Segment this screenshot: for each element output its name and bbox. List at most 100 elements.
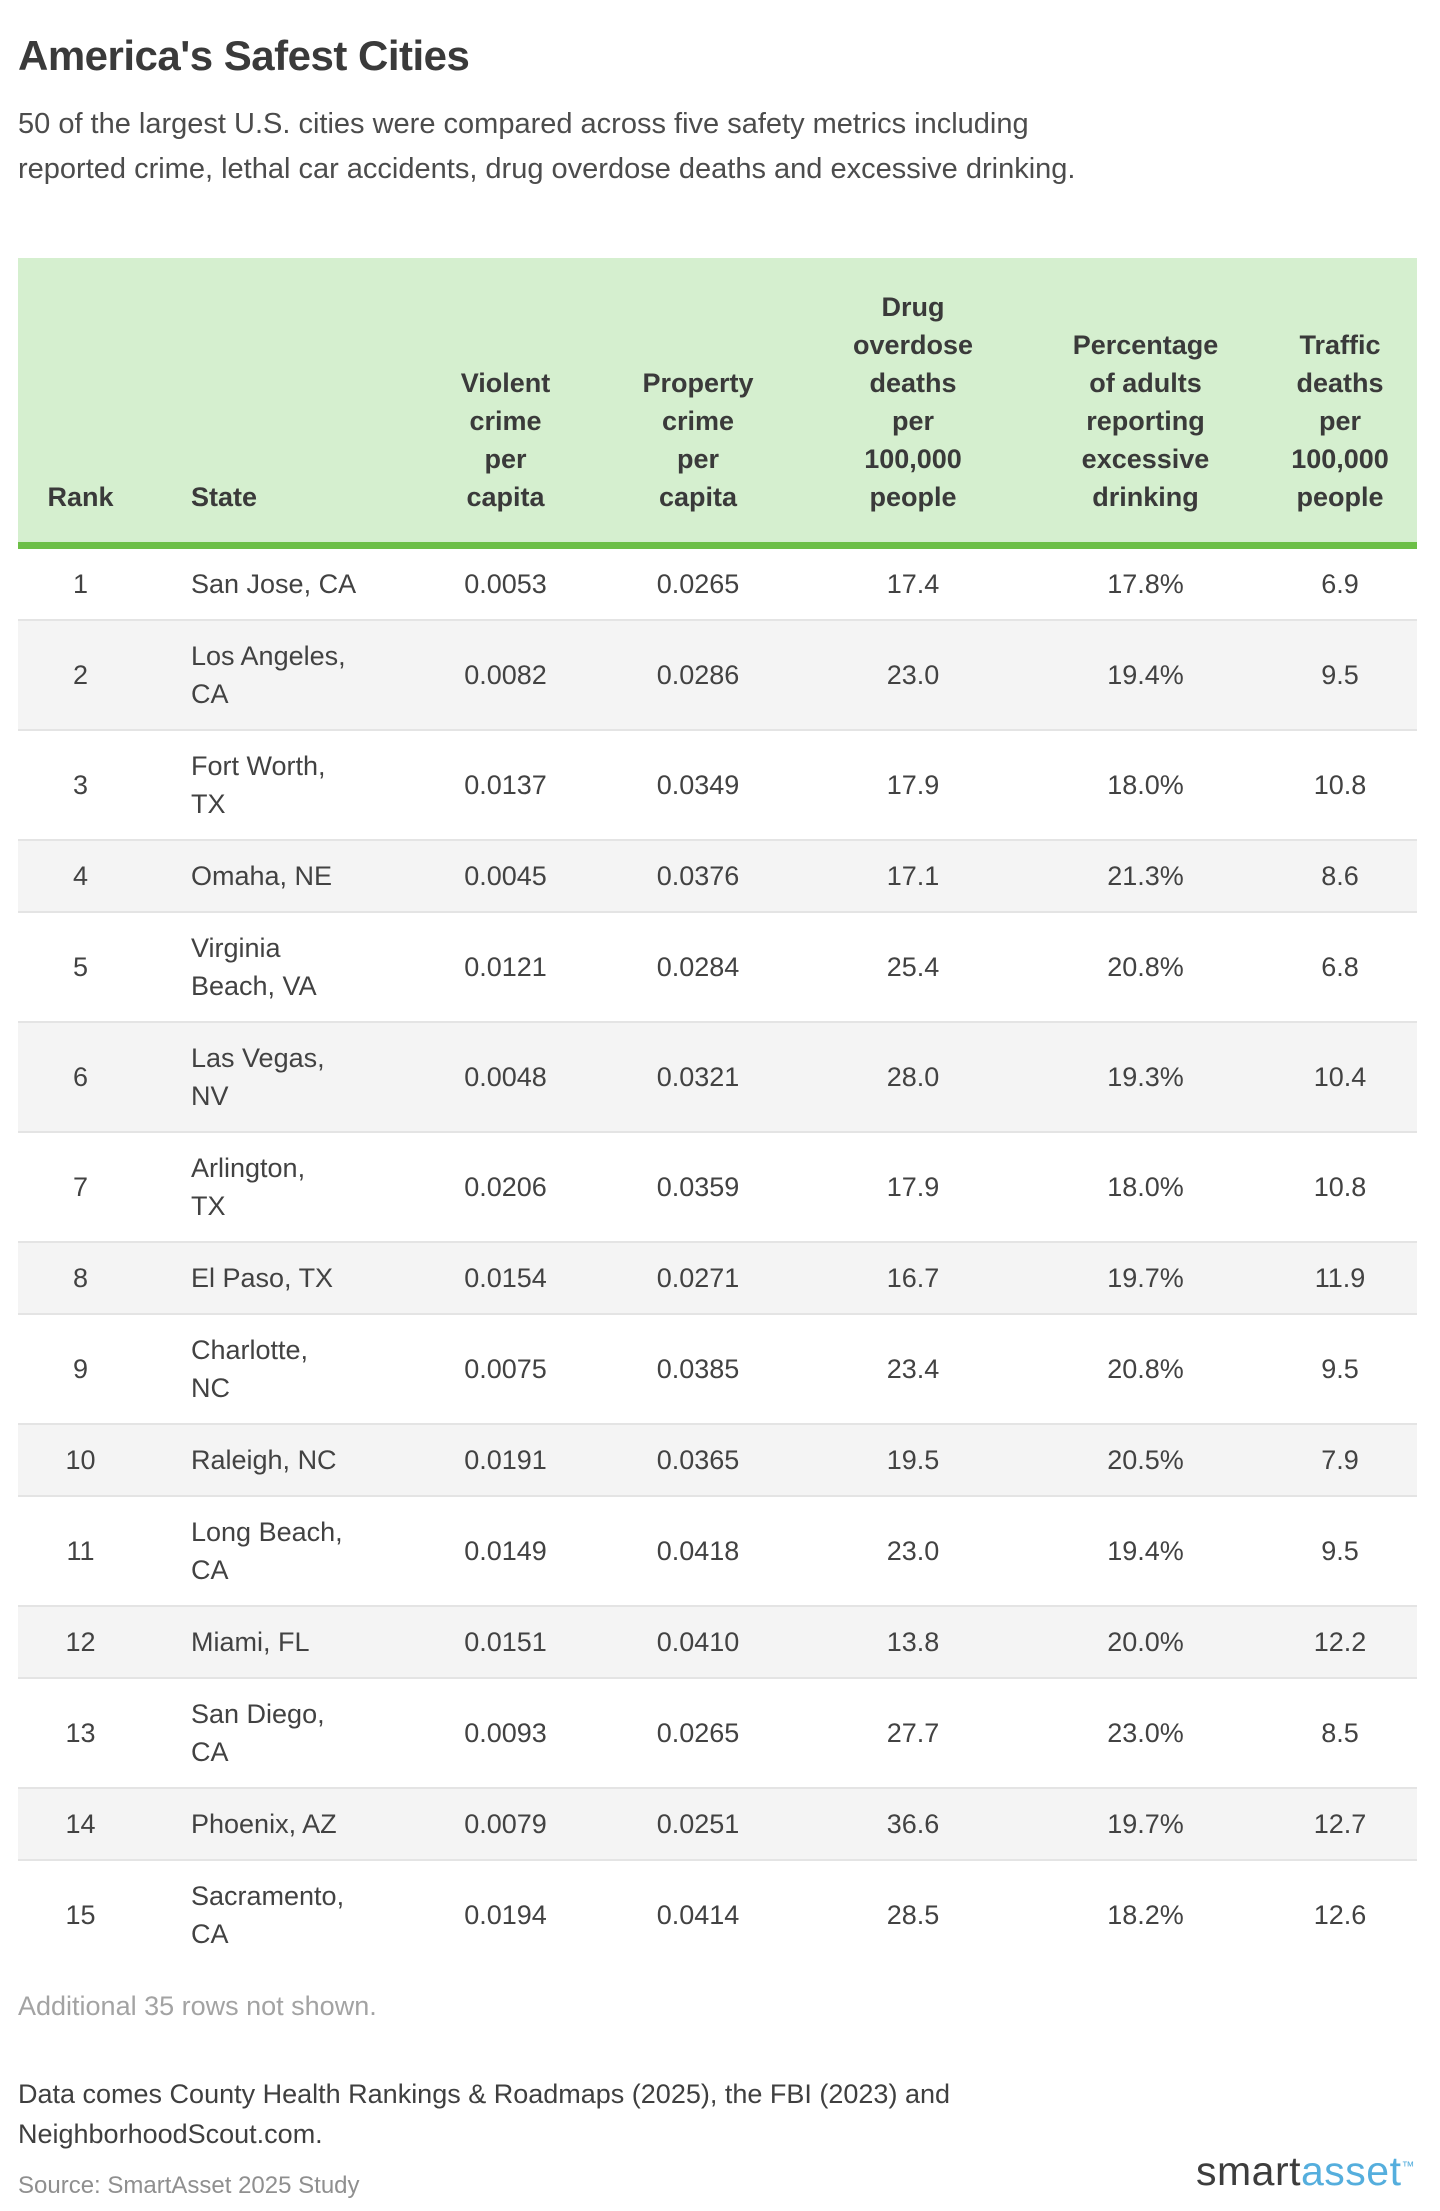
state-cell: San Diego, CA [143,1677,413,1788]
property-crime-cell: 0.0284 [598,911,798,1022]
table-row: 12 Miami, FL 0.0151 0.0410 13.8 20.0% 12.2 [18,1605,1417,1678]
drug-overdose-cell: 28.0 [798,1021,1028,1132]
rank-cell: 8 [18,1241,143,1314]
rank-cell: 2 [18,619,143,730]
table-row: 13 San Diego, CA 0.0093 0.0265 27.7 23.0% 8.5 [18,1677,1417,1788]
rank-cell: 9 [18,1313,143,1424]
violent-crime-cell: 0.0154 [413,1241,598,1314]
rank-cell: 6 [18,1021,143,1132]
table-row: 9 Charlotte, NC 0.0075 0.0385 23.4 20.8% 9.5 [18,1313,1417,1424]
rank-cell: 12 [18,1605,143,1678]
table-row: 15 Sacramento, CA 0.0194 0.0414 28.5 18.2% 12.… [18,1859,1417,1969]
drug-overdose-cell: 17.4 [886,569,940,599]
rank-cell: 4 [18,839,143,912]
state-cell: Omaha, NE [143,839,413,912]
rank-cell: 11 [18,1495,143,1606]
header-traffic-deaths: Traffic deaths per 100,000 people [1263,258,1417,549]
traffic-deaths-cell: 10.4 [1263,1021,1417,1132]
table-row: 2 Los Angeles, CA 0.0082 0.0286 23.0 19.4% 9.5 [18,619,1417,730]
drug-overdose-cell: 16.7 [798,1241,1028,1314]
violent-crime-cell: 0.0194 [413,1859,598,1969]
traffic-deaths-cell: 7.9 [1263,1423,1417,1496]
excessive-drinking-cell: 19.7% [1028,1241,1263,1314]
property-crime-cell: 0.0271 [598,1241,798,1314]
page-title: America's Safest Cities [18,32,470,79]
property-crime-cell: 0.0414 [598,1859,798,1969]
drug-overdose-cell: 17.9 [798,1131,1028,1242]
drug-overdose-cell: 25.4 [798,911,1028,1022]
state-cell: Virginia Beach, VA [143,911,413,1022]
page-subtitle: 50 of the largest U.S. cities were compa… [18,108,1076,185]
state-cell: Charlotte, NC [143,1313,413,1424]
traffic-deaths-cell: 12.6 [1263,1859,1417,1969]
excessive-drinking-cell: 18.0% [1028,1131,1263,1242]
header-excessive-drinking: Percentage of adults reporting excessive… [1028,258,1263,549]
drug-overdose-cell: 28.5 [798,1859,1028,1969]
header-violent-crime: Violent crime per capita [413,258,598,549]
rank-cell: 1 [72,569,89,599]
state-cell: Fort Worth, TX [143,729,413,840]
excessive-drinking-cell: 18.0% [1028,729,1263,840]
table-row: 8 El Paso, TX 0.0154 0.0271 16.7 19.7% 11.9 [18,1241,1417,1314]
traffic-deaths-cell: 6.9 [1321,569,1359,599]
excessive-drinking-cell: 18.2% [1028,1859,1263,1969]
excessive-drinking-cell: 21.3% [1028,839,1263,912]
excessive-drinking-cell: 19.3% [1028,1021,1263,1132]
state-cell: Long Beach, CA [143,1495,413,1606]
table-row: 1 San Jose, CA 0.0053 0.0265 17.4 17.8% 6.9 [18,546,1417,621]
excessive-drinking-cell: 19.4% [1028,619,1263,730]
header-rank: Rank [18,258,143,549]
state-cell: Arlington, TX [143,1131,413,1242]
table-row: 6 Las Vegas, NV 0.0048 0.0321 28.0 19.3% 10.4 [18,1021,1417,1132]
violent-crime-cell: 0.0149 [413,1495,598,1606]
source-label: Source: SmartAsset 2025 Study [18,2172,360,2199]
property-crime-cell: 0.0251 [598,1787,798,1860]
property-crime-cell: 0.0359 [598,1131,798,1242]
rank-cell: 14 [18,1787,143,1860]
drug-overdose-cell: 13.8 [798,1605,1028,1678]
rank-cell: 13 [18,1677,143,1788]
traffic-deaths-cell: 6.8 [1263,911,1417,1022]
property-crime-cell: 0.0385 [598,1313,798,1424]
violent-crime-cell: 0.0045 [413,839,598,912]
excessive-drinking-cell: 17.8% [1107,569,1184,599]
violent-crime-cell: 0.0075 [413,1313,598,1424]
traffic-deaths-cell: 8.5 [1263,1677,1417,1788]
drug-overdose-cell: 36.6 [798,1787,1028,1860]
table-row: 4 Omaha, NE 0.0045 0.0376 17.1 21.3% 8.6 [18,839,1417,912]
traffic-deaths-cell: 8.6 [1263,839,1417,912]
property-crime-cell: 0.0265 [656,569,740,599]
table-row: 14 Phoenix, AZ 0.0079 0.0251 36.6 19.7% 12.7 [18,1787,1417,1860]
property-crime-cell: 0.0376 [598,839,798,912]
excessive-drinking-cell: 19.4% [1028,1495,1263,1606]
excessive-drinking-cell: 19.7% [1028,1787,1263,1860]
excessive-drinking-cell: 20.5% [1028,1423,1263,1496]
drug-overdose-cell: 27.7 [798,1677,1028,1788]
property-crime-cell: 0.0418 [598,1495,798,1606]
header-state: State [143,258,413,549]
violent-crime-cell: 0.0093 [413,1677,598,1788]
data-source-note: Data comes County Health Rankings & Road… [18,2079,950,2149]
logo-asset: asset [1301,2148,1402,2194]
property-crime-cell: 0.0286 [598,619,798,730]
traffic-deaths-cell: 12.2 [1263,1605,1417,1678]
violent-crime-cell: 0.0121 [413,911,598,1022]
violent-crime-cell: 0.0151 [413,1605,598,1678]
property-crime-cell: 0.0410 [598,1605,798,1678]
violent-crime-cell: 0.0053 [464,569,547,599]
rank-cell: 3 [18,729,143,840]
state-cell: Phoenix, AZ [143,1787,413,1860]
additional-rows-note: Additional 35 rows not shown. [18,1991,377,2021]
table-row: 10 Raleigh, NC 0.0191 0.0365 19.5 20.5% 7.9 [18,1423,1417,1496]
state-cell: San Jose, CA [191,569,357,599]
violent-crime-cell: 0.0191 [413,1423,598,1496]
state-cell: Sacramento, CA [143,1859,413,1969]
drug-overdose-cell: 23.0 [798,619,1028,730]
violent-crime-cell: 0.0082 [413,619,598,730]
table-row: 11 Long Beach, CA 0.0149 0.0418 23.0 19.4% 9.5 [18,1495,1417,1606]
excessive-drinking-cell: 23.0% [1028,1677,1263,1788]
drug-overdose-cell: 23.4 [798,1313,1028,1424]
traffic-deaths-cell: 12.7 [1263,1787,1417,1860]
table-row: 5 Virginia Beach, VA 0.0121 0.0284 25.4 20.8%… [18,911,1417,1022]
